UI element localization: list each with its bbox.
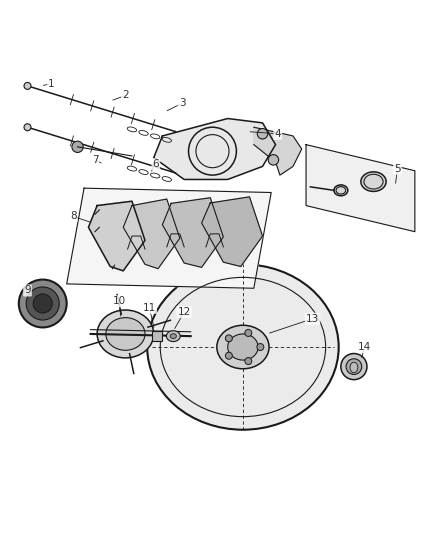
Text: 4: 4 bbox=[275, 129, 281, 139]
Text: 1: 1 bbox=[48, 79, 55, 88]
Circle shape bbox=[341, 353, 367, 379]
Circle shape bbox=[19, 279, 67, 327]
Ellipse shape bbox=[170, 334, 177, 338]
Circle shape bbox=[268, 155, 279, 165]
Circle shape bbox=[245, 358, 252, 365]
Ellipse shape bbox=[106, 318, 145, 350]
Text: 12: 12 bbox=[177, 307, 191, 317]
Polygon shape bbox=[306, 144, 415, 232]
Text: 9: 9 bbox=[24, 286, 31, 295]
Text: 11: 11 bbox=[143, 303, 156, 313]
Polygon shape bbox=[88, 201, 145, 271]
Circle shape bbox=[24, 124, 31, 131]
Text: 6: 6 bbox=[152, 159, 159, 169]
Circle shape bbox=[257, 344, 264, 351]
Text: 2: 2 bbox=[122, 91, 129, 100]
Ellipse shape bbox=[147, 264, 339, 430]
Ellipse shape bbox=[361, 172, 386, 191]
Ellipse shape bbox=[334, 185, 348, 196]
Text: 5: 5 bbox=[394, 164, 401, 174]
Circle shape bbox=[33, 294, 52, 313]
Text: 8: 8 bbox=[70, 212, 77, 221]
Text: 3: 3 bbox=[179, 98, 185, 108]
Text: 7: 7 bbox=[92, 155, 98, 165]
Ellipse shape bbox=[350, 362, 358, 373]
Circle shape bbox=[226, 352, 232, 359]
Ellipse shape bbox=[166, 330, 180, 342]
Circle shape bbox=[226, 335, 232, 342]
Text: 14: 14 bbox=[358, 342, 371, 352]
Bar bbox=[152, 331, 162, 341]
Circle shape bbox=[245, 329, 252, 336]
Circle shape bbox=[72, 141, 83, 152]
Polygon shape bbox=[162, 198, 223, 268]
Ellipse shape bbox=[228, 334, 258, 360]
Polygon shape bbox=[67, 188, 271, 288]
Circle shape bbox=[346, 359, 362, 375]
Circle shape bbox=[24, 83, 31, 90]
Polygon shape bbox=[201, 197, 262, 266]
Polygon shape bbox=[123, 199, 180, 269]
Polygon shape bbox=[154, 118, 276, 180]
Circle shape bbox=[257, 128, 268, 139]
Ellipse shape bbox=[97, 310, 154, 358]
Text: 13: 13 bbox=[306, 314, 319, 324]
Text: 10: 10 bbox=[112, 296, 125, 306]
Circle shape bbox=[26, 287, 59, 320]
Polygon shape bbox=[254, 127, 302, 175]
Ellipse shape bbox=[217, 325, 269, 369]
